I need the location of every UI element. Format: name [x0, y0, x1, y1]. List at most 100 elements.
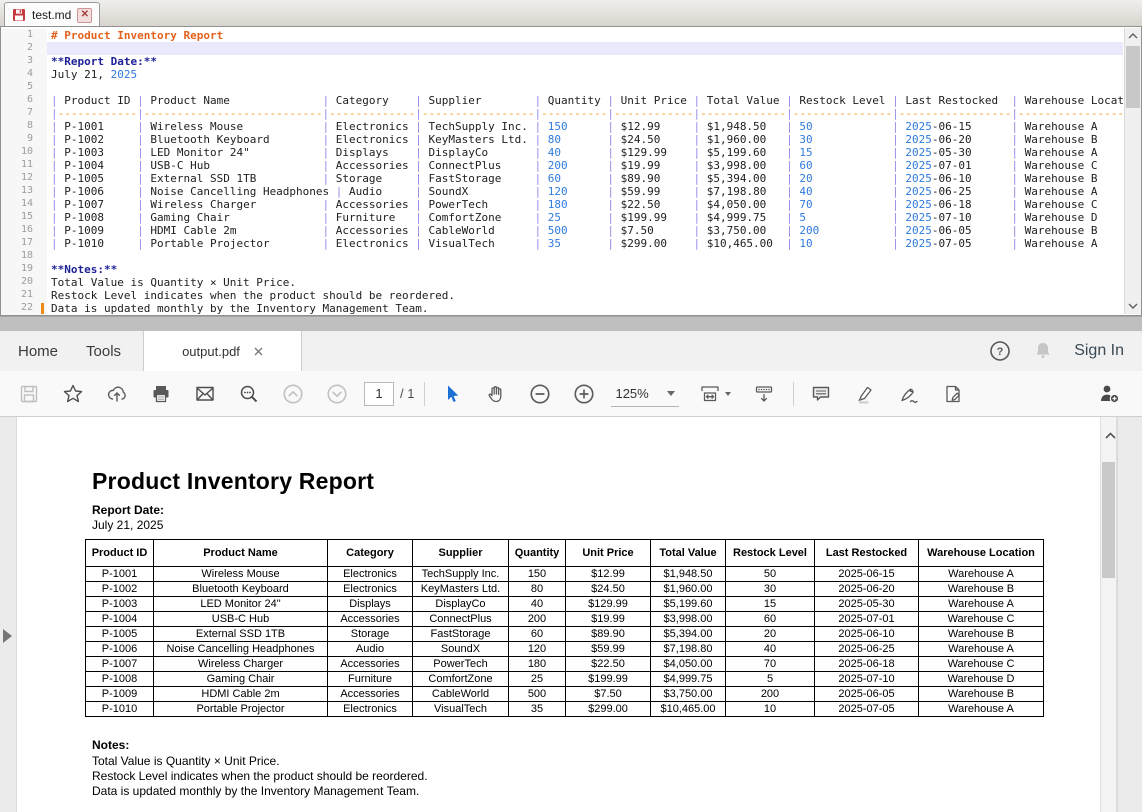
pdf-table-row: P-1006 Noise Cancelling Headphones Audio So…	[85, 641, 1044, 657]
pdf-table-cell: ComfortZone	[412, 671, 509, 687]
pdf-table-cell: Bluetooth Keyboard	[153, 581, 328, 597]
previous-page-icon[interactable]	[276, 377, 310, 411]
pdf-table-cell: $199.99	[565, 671, 651, 687]
pdf-table-cell: Accessories	[327, 656, 413, 672]
search-icon[interactable]	[232, 377, 266, 411]
add-person-icon[interactable]	[1092, 377, 1126, 411]
comment-icon[interactable]	[804, 377, 838, 411]
editor-line[interactable]: | P-1005 | External SSD 1TB | Storage | …	[51, 172, 1098, 185]
editor-line-number: 16	[20, 224, 33, 235]
editor-code[interactable]: # Product Inventory Report **Report Date:…	[47, 29, 1123, 315]
pdf-table-cell: Storage	[327, 626, 413, 642]
pdf-table-cell: 60	[725, 611, 815, 627]
pdf-table-cell: 70	[725, 656, 815, 672]
pdf-vertical-scrollbar[interactable]	[1100, 417, 1117, 812]
scroll-up-icon[interactable]	[1125, 28, 1141, 44]
pdf-table-cell: Gaming Chair	[153, 671, 328, 687]
sign-icon[interactable]	[892, 377, 926, 411]
editor-line[interactable]	[47, 250, 1123, 263]
hand-tool-icon[interactable]	[479, 377, 513, 411]
editor-line[interactable]: **Notes:**	[51, 263, 118, 276]
editor-line[interactable]: | P-1006 | Noise Cancelling Headphones |…	[51, 185, 1098, 198]
editor-line-number: 8	[26, 120, 33, 131]
pdf-table-cell: Warehouse B	[918, 686, 1044, 702]
pdf-scrollbar-thumb[interactable]	[1102, 462, 1115, 578]
scroll-up-icon[interactable]	[1102, 427, 1118, 443]
pdf-table-cell: SoundX	[412, 641, 509, 657]
editor-scrollbar-thumb[interactable]	[1126, 46, 1140, 108]
save-icon[interactable]	[12, 377, 46, 411]
editor-line[interactable]: | P-1008 | Gaming Chair | Furniture | Co…	[51, 211, 1098, 224]
editor-line[interactable]: | P-1004 | USB-C Hub | Accessories | Con…	[51, 159, 1098, 172]
bell-icon[interactable]	[1032, 340, 1054, 362]
fill-sign-icon[interactable]	[936, 377, 970, 411]
editor-tab-bar: test.md ✕	[0, 0, 1142, 27]
pdf-page: Product Inventory Report Report Date: Ju…	[17, 417, 1100, 812]
editor-line-number: 18	[20, 250, 33, 261]
share-icon[interactable]	[100, 377, 134, 411]
pdf-table-cell: External SSD 1TB	[153, 626, 328, 642]
scroll-down-icon[interactable]	[1125, 298, 1141, 314]
editor-line[interactable]: | P-1002 | Bluetooth Keyboard | Electron…	[51, 133, 1098, 146]
editor-area[interactable]: 1 2 3 4 5 6 7 8 9 10 11 12 13 14 15 16 17 18 19 20 21 22 # Pr…	[0, 26, 1142, 316]
star-icon[interactable]	[56, 377, 90, 411]
page-number-input[interactable]: 1	[364, 381, 394, 406]
scroll-mode-icon[interactable]	[747, 377, 781, 411]
pdf-table-header-cell: Restock Level	[725, 539, 815, 567]
document-tab[interactable]: output.pdf	[143, 331, 302, 371]
pdf-table-cell: Warehouse C	[918, 656, 1044, 672]
pdf-table-cell: LED Monitor 24"	[153, 596, 328, 612]
next-page-icon[interactable]	[320, 377, 354, 411]
pdf-table-cell: P-1009	[85, 686, 154, 702]
editor-line[interactable]: Restock Level indicates when the product…	[51, 289, 455, 302]
editor-line[interactable]: | P-1001 | Wireless Mouse | Electronics …	[51, 120, 1098, 133]
pdf-table-cell: Warehouse A	[918, 566, 1044, 582]
editor-line-number: 1	[26, 29, 33, 40]
editor-line-number: 4	[26, 68, 33, 79]
editor-line[interactable]	[47, 42, 1123, 55]
editor-line[interactable]: | P-1007 | Wireless Charger | Accessorie…	[51, 198, 1098, 211]
pdf-table-cell: 2025-06-15	[814, 566, 919, 582]
editor-line[interactable]: **Report Date:**	[51, 55, 157, 68]
pdf-table-cell: Warehouse C	[918, 611, 1044, 627]
menu-tools[interactable]: Tools	[86, 342, 122, 360]
editor-line[interactable]: # Product Inventory Report	[51, 29, 224, 42]
page-fit-icon[interactable]	[693, 377, 737, 411]
pdf-table-cell: Warehouse A	[918, 701, 1044, 717]
editor-tab-testmd[interactable]: test.md ✕	[4, 2, 101, 27]
editor-line[interactable]: | P-1010 | Portable Projector | Electron…	[51, 237, 1098, 250]
pdf-table-cell: VisualTech	[412, 701, 509, 717]
pdf-table-cell: Warehouse A	[918, 641, 1044, 657]
doc-close-icon[interactable]	[254, 347, 263, 356]
pdf-table-cell: DisplayCo	[412, 596, 509, 612]
pdf-report-date-label: Report Date:	[92, 503, 165, 517]
pdf-table-header-cell: Warehouse Location	[918, 539, 1044, 567]
select-tool-icon[interactable]	[435, 377, 469, 411]
sign-in-button[interactable]: Sign In	[1074, 342, 1124, 359]
editor-line-number: 7	[26, 107, 33, 118]
pdf-table-cell: $89.90	[565, 626, 651, 642]
editor-line[interactable]: Data is updated monthly by the Inventory…	[51, 302, 429, 315]
highlight-icon[interactable]	[848, 377, 882, 411]
tab-close-icon[interactable]: ✕	[77, 7, 93, 23]
zoom-out-icon[interactable]	[523, 377, 557, 411]
editor-line[interactable]	[47, 81, 1123, 94]
editor-vertical-scrollbar[interactable]	[1124, 28, 1141, 314]
editor-line[interactable]: | P-1003 | LED Monitor 24" | Displays | …	[51, 146, 1098, 159]
pdf-table-cell: 2025-07-10	[814, 671, 919, 687]
menu-home[interactable]: Home	[18, 342, 59, 360]
zoom-in-icon[interactable]	[567, 377, 601, 411]
editor-line[interactable]: July 21, 2025	[51, 68, 138, 81]
help-icon[interactable]: ?	[988, 339, 1012, 363]
pdf-table-header-cell: Total Value	[650, 539, 726, 567]
pdf-table-cell: $1,948.50	[650, 566, 726, 582]
editor-line[interactable]: Total Value is Quantity × Unit Price.	[51, 276, 297, 289]
nav-pane-toggle-icon[interactable]	[3, 629, 12, 643]
zoom-level-value: 125%	[615, 385, 649, 401]
email-icon[interactable]	[188, 377, 222, 411]
zoom-level-dropdown[interactable]: 125%	[611, 380, 679, 407]
editor-line[interactable]: | P-1009 | HDMI Cable 2m | Accessories |…	[51, 224, 1098, 237]
print-icon[interactable]	[144, 377, 178, 411]
editor-line[interactable]: | Product ID | Product Name | Category |…	[51, 94, 1123, 107]
editor-line[interactable]: |------------|--------------------------…	[51, 107, 1123, 120]
